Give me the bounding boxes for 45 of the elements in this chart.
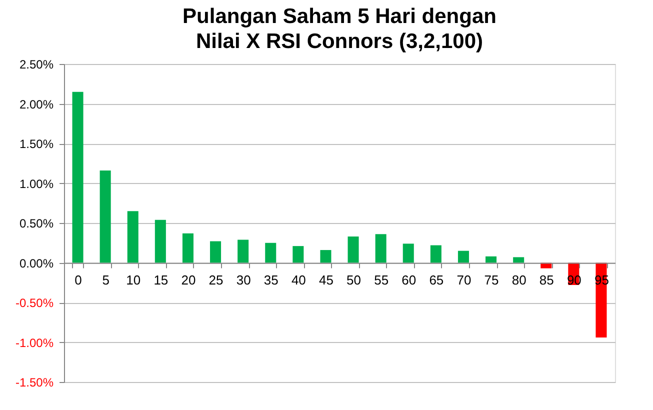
bar bbox=[127, 211, 138, 263]
bar bbox=[182, 233, 194, 263]
bar bbox=[100, 170, 111, 263]
bar bbox=[238, 240, 249, 263]
y-tick-label: -0.50% bbox=[15, 296, 54, 310]
y-tick-label: 2.00% bbox=[19, 97, 54, 112]
bar bbox=[154, 220, 166, 263]
x-tick-label: 65 bbox=[429, 272, 444, 288]
x-tick-label: 15 bbox=[154, 272, 168, 288]
x-tick-label: 35 bbox=[264, 272, 278, 288]
bar bbox=[458, 250, 469, 263]
chart-title: Pulangan Saham 5 Hari dengan Nilai X RSI Connors (3,2,100) bbox=[182, 5, 496, 53]
x-tick-label: 50 bbox=[346, 272, 362, 288]
y-tick-label: -1.50% bbox=[15, 376, 54, 390]
bar bbox=[72, 92, 84, 263]
bar bbox=[210, 241, 222, 263]
bar bbox=[375, 234, 386, 263]
bar bbox=[402, 244, 414, 263]
x-tick-label: 25 bbox=[208, 272, 224, 288]
x-tick-label: 20 bbox=[181, 272, 196, 288]
x-tick-label: 30 bbox=[236, 272, 251, 288]
x-tick-label: 80 bbox=[512, 272, 526, 288]
x-tick-label: 45 bbox=[318, 272, 334, 288]
bar bbox=[430, 245, 442, 263]
bar bbox=[513, 257, 524, 263]
x-tick-label: 60 bbox=[402, 272, 416, 288]
bar bbox=[320, 250, 332, 263]
y-tick-label: -1.00% bbox=[15, 336, 54, 350]
y-tick-label: 1.00% bbox=[19, 176, 54, 191]
y-tick-label: 0.50% bbox=[19, 216, 54, 230]
x-tick-label: 85 bbox=[539, 272, 554, 288]
x-tick-label: 75 bbox=[484, 272, 499, 288]
y-tick-label: 0.00% bbox=[19, 256, 54, 270]
x-tick-label: 55 bbox=[374, 272, 389, 288]
x-tick-label: 40 bbox=[291, 272, 306, 288]
bar bbox=[486, 256, 497, 263]
y-tick-label: 2.50% bbox=[19, 58, 54, 72]
bar bbox=[292, 246, 304, 263]
y-tick-label: 1.50% bbox=[19, 137, 54, 151]
x-tick-label: 10 bbox=[126, 272, 141, 288]
bar bbox=[348, 236, 359, 263]
x-tick-label: 70 bbox=[456, 272, 472, 288]
x-tick-label: 0 bbox=[74, 272, 82, 288]
x-tick-label: 5 bbox=[102, 272, 110, 288]
bar bbox=[265, 242, 276, 263]
